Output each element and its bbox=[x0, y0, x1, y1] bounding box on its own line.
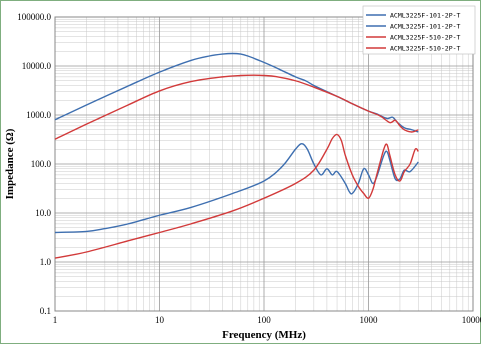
y-tick-label: 100.0 bbox=[31, 159, 52, 169]
y-tick-label: 1000.0 bbox=[26, 110, 51, 120]
plot-area-border bbox=[54, 16, 474, 312]
x-tick-labels: 1 10 100 1000 10000 bbox=[53, 315, 481, 325]
series-layer bbox=[54, 52, 419, 259]
legend-entry-label: ACML3225F-101-2P-T bbox=[390, 11, 461, 19]
x-tick-label: 1 bbox=[53, 315, 58, 325]
x-tick-label: 10 bbox=[155, 315, 165, 325]
legend: ACML3225F-101-2P-T ACML3225F-101-2P-T ACML… bbox=[362, 5, 476, 55]
legend-entry-label: ACML3225F-510-2P-T bbox=[390, 44, 461, 52]
x-tick-label: 100 bbox=[257, 315, 271, 325]
series-line-2 bbox=[54, 142, 419, 234]
series-line-4 bbox=[54, 133, 419, 259]
series-line-3 bbox=[54, 74, 419, 140]
x-axis-label: Frequency (MHz) bbox=[222, 329, 306, 341]
x-tick-label: 1000 bbox=[360, 315, 379, 325]
legend-entry-label: ACML3225F-510-2P-T bbox=[390, 33, 461, 41]
x-tick-label: 10000 bbox=[462, 315, 481, 325]
y-axis-label: Impedance (Ω) bbox=[4, 128, 16, 199]
series-line-1 bbox=[54, 52, 419, 133]
y-tick-label: 1.0 bbox=[40, 257, 52, 267]
legend-box bbox=[362, 5, 476, 55]
y-tick-label: 100000.0 bbox=[17, 12, 51, 22]
legend-entry-label: ACML3225F-101-2P-T bbox=[390, 22, 461, 30]
y-tick-labels: 0.1 1.0 10.0 100.0 1000.0 10000.0 100000.0 bbox=[17, 12, 51, 316]
y-tick-label: 0.1 bbox=[40, 306, 51, 316]
y-tick-label: 10000.0 bbox=[22, 61, 52, 71]
y-tick-label: 10.0 bbox=[35, 208, 51, 218]
